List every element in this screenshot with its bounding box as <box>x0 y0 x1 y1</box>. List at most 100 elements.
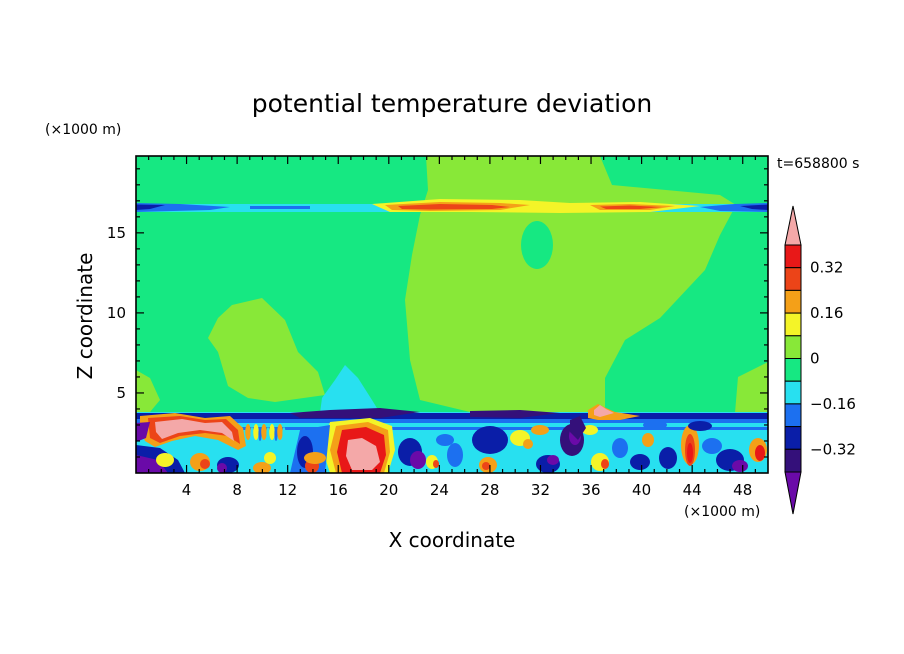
contour-cell <box>643 420 667 430</box>
x-tick-label: 32 <box>531 481 550 499</box>
tropopause-positive <box>600 205 662 209</box>
positive-region <box>208 298 325 402</box>
contour-cell <box>630 454 650 470</box>
colorbar-box <box>784 403 802 428</box>
contour-cell <box>156 453 174 467</box>
x-tick-label: 20 <box>379 481 398 499</box>
y-tick-label: 10 <box>107 304 126 322</box>
y-unit-label: (×1000 m) <box>45 122 121 138</box>
colorbar-tick-label: −0.16 <box>810 395 856 413</box>
contour-cell <box>436 434 454 446</box>
contour-cell <box>472 426 508 454</box>
colorbar-extend-bottom <box>784 471 802 515</box>
contour-cell <box>612 438 628 458</box>
contour-cell <box>253 462 271 473</box>
x-tick-label: 28 <box>480 481 499 499</box>
boundary-inversion <box>290 408 420 418</box>
x-tick-label: 44 <box>683 481 702 499</box>
x-axis-label: X coordinate <box>389 528 516 552</box>
contour-cell <box>659 447 677 469</box>
cold-pool <box>136 422 150 442</box>
x-tick-label: 36 <box>581 481 600 499</box>
contour-cell <box>447 443 463 467</box>
y-tick-label: 15 <box>107 224 126 242</box>
contour-field <box>136 156 768 473</box>
colorbar-box <box>784 244 802 269</box>
contour-cell <box>702 438 722 454</box>
contour-cell <box>523 439 533 449</box>
time-label: t=658800 s <box>777 156 859 172</box>
colorbar-box <box>784 267 802 291</box>
x-tick-label: 16 <box>329 481 348 499</box>
colorbar-box <box>784 335 802 359</box>
contour-cell <box>217 463 227 473</box>
warm-cap-core <box>594 405 614 417</box>
contour-cell <box>547 455 559 465</box>
negative-plume <box>320 365 380 413</box>
colorbar-box <box>784 426 802 450</box>
contour-cell <box>732 460 748 472</box>
y-tick-label: 5 <box>116 384 126 402</box>
cold-cell <box>570 416 586 440</box>
x-tick-label: 12 <box>278 481 297 499</box>
boundary-inversion <box>470 410 560 418</box>
contour-cell <box>433 460 439 468</box>
tropopause-negative <box>136 204 165 210</box>
positive-region <box>136 370 160 413</box>
tropopause-positive <box>398 204 510 210</box>
colorbar-tick-label: −0.32 <box>810 440 856 458</box>
contour-cell <box>200 459 210 469</box>
colorbar-tick-label: 0.32 <box>810 259 843 277</box>
cold-pool <box>136 455 168 473</box>
tropopause-negative <box>740 204 768 210</box>
neutral-pocket <box>521 221 553 269</box>
contour-cell <box>410 451 426 469</box>
wave-cell <box>261 424 267 440</box>
boundary-inversion <box>136 413 768 423</box>
chart-title: potential temperature deviation <box>252 89 652 118</box>
contour-cell <box>482 462 490 470</box>
wave-cell <box>258 427 262 441</box>
colorbar-box <box>784 448 802 473</box>
contour-cell <box>755 445 765 461</box>
contour-cell <box>601 459 609 469</box>
x-tick-label: 8 <box>232 481 242 499</box>
colorbar-box <box>784 312 802 337</box>
contour-cell <box>304 452 326 464</box>
wave-cell <box>282 427 286 441</box>
x-unit-label: (×1000 m) <box>684 504 760 520</box>
contour-cell <box>582 425 598 435</box>
colorbar-extend-top <box>784 205 802 246</box>
x-tick-label: 40 <box>632 481 651 499</box>
wave-cell <box>269 424 275 440</box>
tropopause-negative <box>250 206 310 209</box>
colorbar-box <box>784 289 802 314</box>
y-axis-label: Z coordinate <box>73 253 97 380</box>
x-tick-label: 24 <box>430 481 449 499</box>
colorbar-tick-label: 0.16 <box>810 304 843 322</box>
wave-cell <box>274 427 278 441</box>
colorbar-box <box>784 380 802 405</box>
colorbar-tick-label: 0 <box>810 350 820 368</box>
contour-cell <box>531 425 549 435</box>
x-tick-label: 4 <box>182 481 192 499</box>
contour-cell <box>687 443 693 463</box>
wave-cell <box>266 427 270 441</box>
wave-cell <box>250 427 254 441</box>
boundary-inversion <box>136 419 768 423</box>
wave-cell <box>245 424 251 440</box>
wave-cell <box>253 424 259 440</box>
boundary-inversion <box>136 427 768 430</box>
wave-cell <box>277 424 283 440</box>
warm-cell-core <box>346 438 380 470</box>
tropopause-negative <box>700 203 768 212</box>
contour-cell <box>264 452 276 464</box>
warm-blob-core <box>155 419 234 441</box>
contour-cell <box>642 433 654 447</box>
x-tick-label: 48 <box>733 481 752 499</box>
positive-region <box>405 156 736 412</box>
colorbar: 0.32 0.16 0 −0.16 −0.32 <box>784 205 856 515</box>
contour-cell <box>688 421 712 431</box>
